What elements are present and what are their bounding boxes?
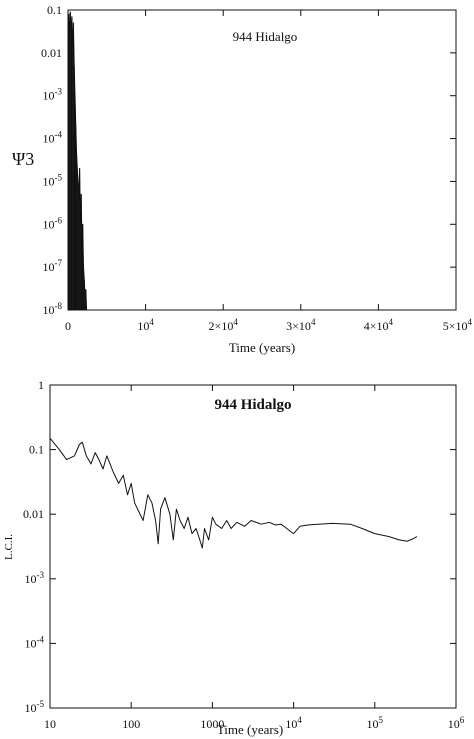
psi3-y-tick-label: 10-7: [43, 258, 63, 274]
psi3-y-tick-label: 10-8: [43, 301, 63, 317]
psi3-ylabel: Ψ3: [12, 149, 34, 169]
psi3-x-tick-label: 3×104: [286, 317, 316, 333]
psi3-x-tick-label: 4×104: [364, 317, 394, 333]
lci-y-tick-label: 10-4: [25, 634, 45, 650]
psi3-series-marks: [67, 11, 88, 311]
lci-series-line-0: [49, 437, 418, 549]
lci-x-tick-label: 100: [122, 717, 140, 731]
lci-chart: 944 Hidalgo Time (years) L.C.I. 10 100 100…: [3, 378, 465, 737]
psi3-x-ticks: 0 104 2×104 3×104 4×104 5×104: [65, 10, 473, 333]
lci-title: 944 Hidalgo: [214, 397, 291, 413]
psi3-xlabel: Time (years): [229, 340, 295, 355]
lci-y-tick-label: 10-3: [25, 570, 45, 586]
psi3-annotation: 944 Hidalgo: [233, 29, 298, 44]
lci-xlabel: Time (years): [217, 722, 283, 737]
lci-x-tick-label: 10: [44, 717, 56, 731]
psi3-x-tick-label: 0: [65, 319, 71, 333]
lci-x-tick-label: 106: [448, 715, 465, 731]
lci-y-tick-label: 1: [38, 378, 44, 392]
lci-x-tick-label: 1000: [200, 717, 224, 731]
lci-y-tick-label: 0.01: [23, 507, 44, 521]
psi3-y-tick-label: 10-3: [43, 87, 63, 103]
psi3-x-tick-label: 5×104: [443, 317, 473, 333]
lci-x-ticks: 10 100 1000 104 105 106: [44, 385, 465, 731]
lci-x-tick-label: 105: [367, 715, 384, 731]
lci-y-ticks: 1 0.1 0.01 10-3 10-4 10-5: [23, 378, 456, 715]
psi3-y-tick-label: 0.1: [47, 3, 62, 17]
lci-y-tick-label: 10-5: [25, 699, 45, 715]
lci-y-tick-label: 0.1: [29, 443, 44, 457]
psi3-plot-frame: [67, 9, 457, 311]
psi3-x-tick-label: 104: [137, 317, 154, 333]
psi3-chart: 944 Hidalgo Time (years) Ψ3 0 104 2×104 3×1…: [12, 3, 473, 355]
lci-x-tick-label: 104: [285, 715, 302, 731]
psi3-y-ticks: 0.1 0.01 10-3 10-4 10-5 10-6 10-7 10-8: [41, 3, 456, 317]
psi3-y-tick-label: 10-6: [43, 215, 63, 231]
lci-plot-frame: [49, 384, 457, 709]
psi3-y-tick-label: 10-4: [43, 130, 63, 146]
psi3-y-tick-label: 0.01: [41, 46, 62, 60]
lci-ylabel: L.C.I.: [3, 534, 15, 560]
lci-series-marks: [49, 437, 418, 549]
psi3-x-tick-label: 2×104: [209, 317, 239, 333]
psi3-y-tick-label: 10-5: [43, 172, 63, 188]
